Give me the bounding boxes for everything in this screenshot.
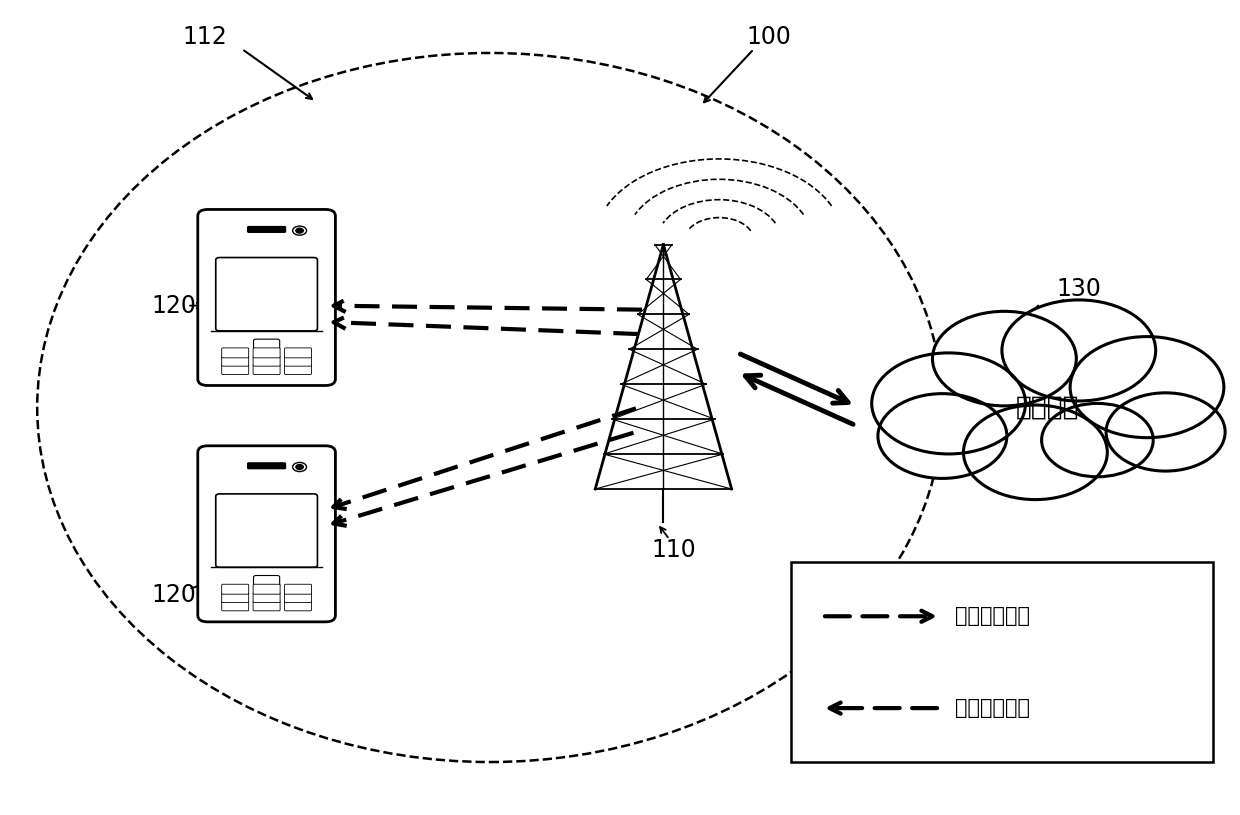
FancyBboxPatch shape: [222, 364, 249, 374]
FancyBboxPatch shape: [253, 584, 280, 594]
FancyBboxPatch shape: [197, 209, 335, 385]
FancyBboxPatch shape: [284, 593, 311, 602]
FancyBboxPatch shape: [222, 601, 249, 610]
Circle shape: [1106, 393, 1225, 471]
FancyBboxPatch shape: [216, 258, 317, 331]
FancyBboxPatch shape: [253, 601, 280, 610]
Circle shape: [878, 394, 1007, 478]
FancyBboxPatch shape: [222, 356, 249, 366]
Circle shape: [296, 228, 304, 233]
FancyBboxPatch shape: [222, 348, 249, 358]
FancyBboxPatch shape: [222, 584, 249, 594]
FancyBboxPatch shape: [284, 348, 311, 358]
FancyBboxPatch shape: [253, 339, 280, 350]
Text: 120: 120: [151, 583, 196, 607]
Circle shape: [296, 465, 304, 469]
FancyBboxPatch shape: [253, 593, 280, 602]
FancyBboxPatch shape: [284, 364, 311, 374]
Circle shape: [1002, 300, 1156, 401]
Circle shape: [1070, 337, 1224, 438]
Text: 回程网络: 回程网络: [1016, 394, 1080, 421]
FancyBboxPatch shape: [284, 584, 311, 594]
FancyBboxPatch shape: [248, 463, 285, 469]
Circle shape: [293, 462, 306, 472]
FancyBboxPatch shape: [253, 364, 280, 374]
FancyBboxPatch shape: [791, 562, 1213, 762]
Circle shape: [872, 353, 1025, 454]
Circle shape: [932, 311, 1076, 406]
FancyBboxPatch shape: [222, 593, 249, 602]
Text: 下行链路连接: 下行链路连接: [955, 698, 1029, 718]
Text: 110: 110: [651, 538, 696, 562]
FancyBboxPatch shape: [284, 356, 311, 366]
Circle shape: [1042, 403, 1153, 477]
Circle shape: [963, 405, 1107, 500]
FancyBboxPatch shape: [253, 356, 280, 366]
Text: 112: 112: [182, 24, 227, 49]
Text: 120: 120: [151, 293, 196, 318]
FancyBboxPatch shape: [253, 348, 280, 358]
Circle shape: [293, 226, 306, 236]
FancyBboxPatch shape: [284, 601, 311, 610]
FancyBboxPatch shape: [248, 227, 285, 232]
Text: 130: 130: [1056, 277, 1101, 302]
FancyBboxPatch shape: [216, 494, 317, 567]
Text: 上行链路连接: 上行链路连接: [955, 606, 1029, 626]
Text: 100: 100: [746, 24, 791, 49]
FancyBboxPatch shape: [253, 575, 280, 587]
FancyBboxPatch shape: [197, 446, 335, 622]
